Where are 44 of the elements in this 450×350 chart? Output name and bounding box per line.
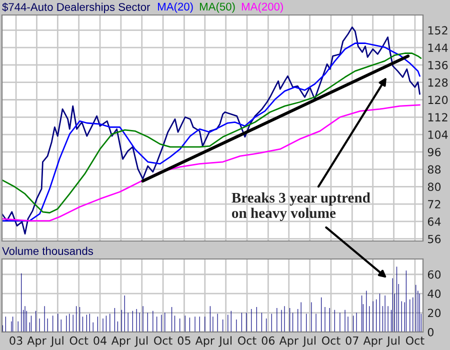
x-tick-label: Jul	[386, 336, 400, 347]
y-tick-label: 88	[428, 165, 441, 174]
x-tick-label: 05	[178, 336, 190, 345]
x-tick-label: Jul	[302, 336, 316, 347]
x-tick-label: Apr	[363, 336, 382, 347]
y-tick-label: 120	[428, 96, 448, 104]
annotation: Breaks 3 year uptrend on heavy volume	[232, 192, 370, 221]
y-tick-label: 56	[428, 234, 441, 244]
text: MA(50)	[200, 2, 235, 13]
x-tick-label: 06	[262, 336, 275, 345]
y-tick-label: 64	[428, 217, 441, 226]
y-tick-label: 128	[428, 78, 448, 87]
x-tick-label: Oct	[154, 336, 172, 345]
y-tick-label: 80	[428, 182, 441, 192]
y-tick-label: 104	[428, 130, 448, 139]
x-tick-label: Oct	[70, 336, 88, 345]
x-tick-label: Jul	[134, 336, 148, 347]
y-tick-label: 72	[428, 200, 440, 208]
x-tick-label: 03	[10, 336, 22, 345]
x-tick-label: 04	[94, 336, 106, 345]
x-tick-label: Oct	[406, 336, 424, 345]
y-tick-label: 0	[428, 328, 434, 336]
chart-title: Volume thousands	[2, 246, 94, 255]
y-tick-label: 112	[428, 113, 448, 122]
line-series	[2, 104, 420, 222]
x-tick-label: Apr	[27, 336, 46, 347]
y-tick-label: 144	[428, 44, 448, 52]
x-tick-label: 07	[346, 336, 358, 345]
y-tick-label: 136	[428, 60, 448, 70]
chart-title: $744-Auto Dealerships Sector	[2, 2, 150, 14]
x-tick-label: Apr	[279, 336, 298, 347]
text: MA(20)	[158, 2, 193, 13]
y-tick-label: 152	[428, 26, 448, 35]
y-tick-label: 20	[428, 308, 441, 318]
text: MA(200)	[242, 2, 283, 13]
x-tick-label: Apr	[111, 336, 131, 347]
x-tick-label: Jul	[50, 336, 64, 347]
y-tick-label: 96	[428, 148, 441, 156]
y-tick-label: 60	[428, 270, 441, 279]
x-tick-label: Apr	[195, 336, 215, 347]
x-tick-label: Jul	[218, 336, 232, 347]
x-tick-label: Oct	[322, 336, 340, 345]
x-tick-label: Oct	[238, 336, 256, 345]
y-tick-label: 40	[428, 290, 441, 298]
